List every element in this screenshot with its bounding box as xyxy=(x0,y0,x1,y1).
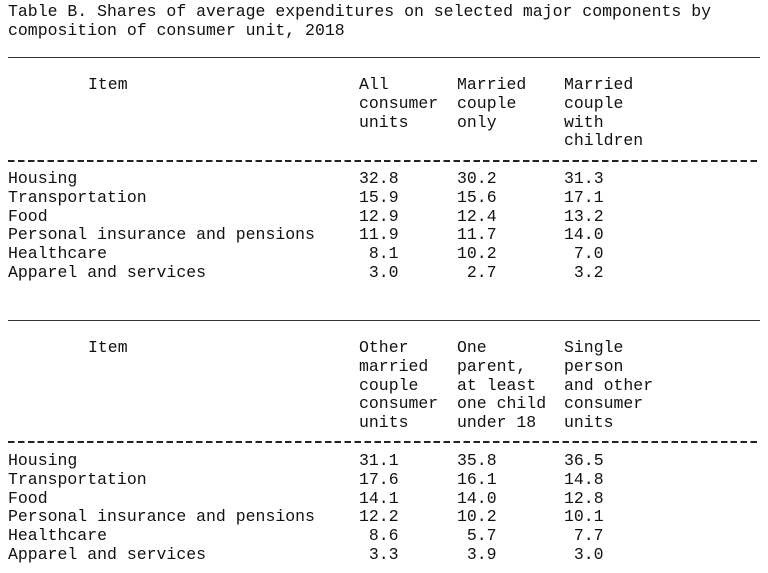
row-value-cell: 12.4 xyxy=(457,206,497,226)
row-value-cell: 3.0 xyxy=(368,263,399,282)
row-value-cell: 3.9 xyxy=(466,545,497,564)
row-item-label: Housing xyxy=(8,169,78,188)
row-value-cell: 10.2 xyxy=(457,244,497,264)
table-top-rule xyxy=(8,57,760,58)
row-value-cell: 35.8 xyxy=(457,451,497,470)
column-header-line: only xyxy=(457,112,497,132)
column-header-line: at least xyxy=(457,375,537,395)
row-item-label: Apparel and services xyxy=(8,545,207,564)
column-header-line: units xyxy=(359,112,409,132)
row-item-label: Personal insurance and pensions xyxy=(8,225,315,245)
row-value-cell: 7.0 xyxy=(573,244,604,264)
title-line-2: composition of consumer unit, 2018 xyxy=(8,21,345,40)
row-value-cell: 16.1 xyxy=(457,469,497,489)
row-value-cell: 3.2 xyxy=(573,263,604,282)
header-dashed-divider xyxy=(8,441,760,443)
row-value-cell: 3.0 xyxy=(573,545,604,564)
row-value-cell: 3.3 xyxy=(368,545,399,564)
row-value-cell: 17.6 xyxy=(359,469,399,489)
row-item-label: Housing xyxy=(8,451,78,470)
row-value-cell: 14.8 xyxy=(564,469,604,489)
item-column-header: Item xyxy=(88,338,128,357)
column-header-line: under 18 xyxy=(457,413,537,433)
row-value-cell: 14.0 xyxy=(564,225,604,245)
row-value-cell: 13.2 xyxy=(564,206,604,226)
row-value-cell: 31.1 xyxy=(359,451,399,470)
column-header-line: Other xyxy=(359,338,409,357)
row-item-label: Transportation xyxy=(8,469,147,489)
column-header-line: consumer xyxy=(359,93,439,113)
row-value-cell: 10.2 xyxy=(457,507,497,527)
column-header-line: couple xyxy=(359,375,419,395)
row-value-cell: 11.7 xyxy=(457,225,497,245)
row-value-cell: 5.7 xyxy=(466,526,497,546)
row-value-cell: 7.7 xyxy=(573,526,604,546)
row-value-cell: 32.8 xyxy=(359,169,399,188)
column-header-line: consumer xyxy=(359,394,439,414)
row-value-cell: 8.1 xyxy=(368,244,399,264)
column-header-line: parent, xyxy=(457,356,527,376)
row-value-cell: 15.6 xyxy=(457,187,497,207)
column-header-line: children xyxy=(564,131,644,151)
row-value-cell: 36.5 xyxy=(564,451,604,470)
column-header-line: person xyxy=(564,356,624,376)
header-dashed-divider xyxy=(8,160,760,162)
column-header-line: Single xyxy=(564,338,624,357)
column-header-line: Married xyxy=(457,75,527,94)
row-value-cell: 17.1 xyxy=(564,187,604,207)
column-header-line: one child xyxy=(457,394,547,414)
column-header-line: consumer xyxy=(564,394,644,414)
column-header-line: and other xyxy=(564,375,654,395)
row-value-cell: 14.0 xyxy=(457,488,497,508)
column-header-line: units xyxy=(564,413,614,433)
row-value-cell: 12.9 xyxy=(359,206,399,226)
column-header-line: couple xyxy=(564,93,624,113)
column-header-line: with xyxy=(564,112,604,132)
row-value-cell: 14.1 xyxy=(359,488,399,508)
column-header-line: All xyxy=(359,75,389,94)
table-top-rule xyxy=(8,320,760,321)
item-column-header: Item xyxy=(88,75,128,94)
column-header-line: couple xyxy=(457,93,517,113)
row-value-cell: 31.3 xyxy=(564,169,604,188)
column-header-line: One xyxy=(457,338,487,357)
row-value-cell: 2.7 xyxy=(466,263,497,282)
row-value-cell: 11.9 xyxy=(359,225,399,245)
row-value-cell: 12.8 xyxy=(564,488,604,508)
row-value-cell: 8.6 xyxy=(368,526,399,546)
row-value-cell: 30.2 xyxy=(457,169,497,188)
row-item-label: Healthcare xyxy=(8,526,108,546)
column-header-line: Married xyxy=(564,75,634,94)
row-item-label: Transportation xyxy=(8,187,147,207)
row-item-label: Food xyxy=(8,488,48,508)
title-line-1: Table B. Shares of average expenditures … xyxy=(8,2,712,21)
row-value-cell: 12.2 xyxy=(359,507,399,527)
row-item-label: Personal insurance and pensions xyxy=(8,507,315,527)
row-item-label: Apparel and services xyxy=(8,263,207,282)
row-item-label: Healthcare xyxy=(8,244,108,264)
column-header-line: married xyxy=(359,356,429,376)
row-value-cell: 10.1 xyxy=(564,507,604,527)
row-value-cell: 15.9 xyxy=(359,187,399,207)
row-item-label: Food xyxy=(8,206,48,226)
column-header-line: units xyxy=(359,413,409,433)
